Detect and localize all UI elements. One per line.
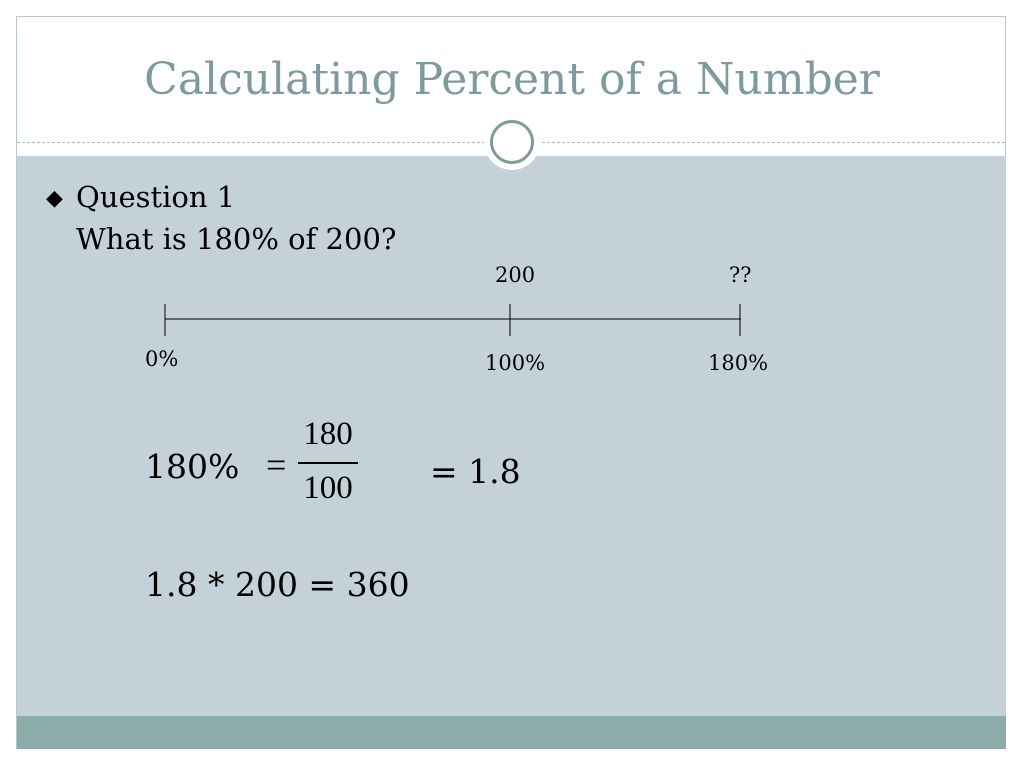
number-line-top-label-end: ?? xyxy=(729,263,752,287)
final-equation: 1.8 * 200 = 360 xyxy=(145,565,410,604)
circle-ring-icon xyxy=(490,120,534,164)
fraction-bar xyxy=(298,462,358,464)
decimal-result: = 1.8 xyxy=(430,452,521,491)
question-prompt: What is 180% of 200? xyxy=(76,222,397,256)
divider-circle-ornament xyxy=(484,114,540,170)
fraction-denominator: 100 xyxy=(303,470,353,506)
number-line-bottom-label-end: 180% xyxy=(708,351,769,375)
fraction-numerator: 180 xyxy=(303,416,353,452)
slide-title: Calculating Percent of a Number xyxy=(144,54,880,105)
question-heading: Question 1 xyxy=(76,180,236,214)
number-line-top-label-middle: 200 xyxy=(495,263,536,287)
percent-value: 180% xyxy=(145,447,240,486)
number-line-bottom-label-start: 0% xyxy=(145,347,179,371)
number-line-bottom-label-middle: 100% xyxy=(485,351,546,375)
equals-sign: = xyxy=(266,445,287,485)
footer-bar xyxy=(17,716,1006,749)
content-area xyxy=(17,156,1006,716)
diamond-icon: ◆ xyxy=(46,186,63,211)
